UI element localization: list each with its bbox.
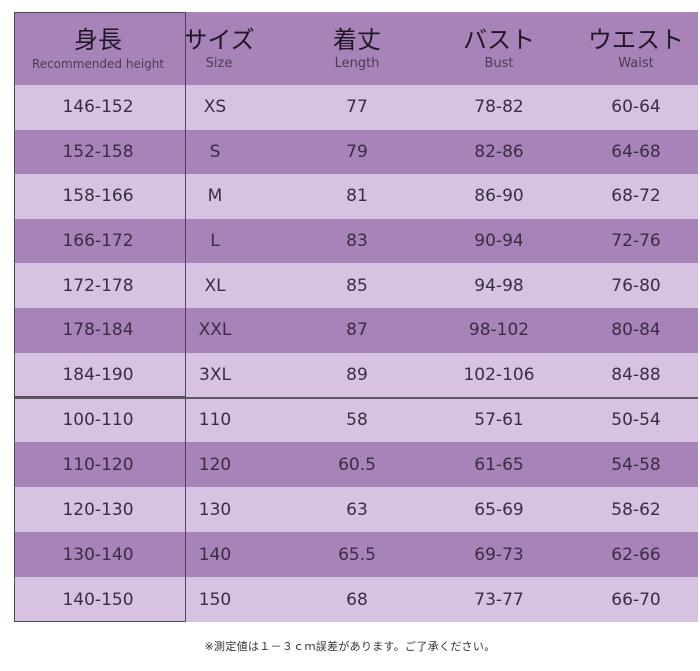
table-row: 178-184 XXL 87 98-102 80-84 <box>14 308 698 353</box>
cell-length: 68 <box>346 589 368 610</box>
cell-length: 65.5 <box>338 544 376 565</box>
header-size-sub: Size <box>205 56 233 71</box>
header-height: 身長 Recommended height <box>14 12 182 85</box>
footnote: ※測定値は１－３ｃｍ誤差があります。ご了承ください。 <box>204 640 496 653</box>
cell-bust: 98-102 <box>468 320 530 341</box>
table-row: 146-152 XS 77 78-82 60-64 <box>14 85 698 130</box>
table-row: 110-120 120 60.5 61-65 54-58 <box>14 442 698 487</box>
header-length-sub: Length <box>334 56 380 71</box>
cell-bust: 69-73 <box>474 544 524 565</box>
cell-size: S <box>209 141 221 162</box>
cell-size: L <box>210 231 220 252</box>
kids-height-frame <box>14 397 186 622</box>
cell-length: 81 <box>346 186 368 207</box>
header-waist-sub: Waist <box>618 56 654 71</box>
cell-length: 77 <box>346 97 368 118</box>
cell-length: 63 <box>346 499 368 520</box>
cell-length: 79 <box>346 141 368 162</box>
cell-bust: 78-82 <box>474 97 524 118</box>
cell-height: 120-130 <box>62 499 134 520</box>
cell-bust: 82-86 <box>474 141 524 162</box>
cell-bust: 65-69 <box>474 499 524 520</box>
cell-length: 58 <box>346 409 368 430</box>
cell-length: 85 <box>346 275 368 296</box>
header-size: サイズ Size <box>174 12 264 85</box>
cell-bust: 57-61 <box>474 409 524 430</box>
cell-height: 100-110 <box>62 409 134 430</box>
cell-waist: 68-72 <box>611 186 661 207</box>
cell-waist: 58-62 <box>611 499 661 520</box>
table-row: 100-110 110 58 57-61 50-54 <box>14 397 698 442</box>
cell-bust: 102-106 <box>463 364 535 385</box>
cell-size: 130 <box>198 499 232 520</box>
cell-bust: 86-90 <box>474 186 524 207</box>
header-length-label: 着丈 <box>333 26 381 54</box>
table-row: 184-190 3XL 89 102-106 84-88 <box>14 352 698 398</box>
cell-size: XS <box>203 97 227 118</box>
cell-size: 120 <box>198 454 232 475</box>
cell-waist: 54-58 <box>611 454 661 475</box>
section-divider <box>14 397 698 399</box>
cell-waist: 50-54 <box>611 409 661 430</box>
cell-height: 172-178 <box>62 275 134 296</box>
cell-height: 130-140 <box>62 544 134 565</box>
cell-length: 60.5 <box>338 454 376 475</box>
cell-size: M <box>207 186 223 207</box>
cell-waist: 62-66 <box>611 544 661 565</box>
cell-height: 158-166 <box>62 186 134 207</box>
table-row: 140-150 150 68 73-77 66-70 <box>14 577 698 622</box>
header-waist-label: ウエスト <box>588 26 684 54</box>
header-size-label: サイズ <box>183 26 255 54</box>
cell-height: 110-120 <box>62 454 134 475</box>
cell-height: 146-152 <box>62 97 134 118</box>
header-bust: バスト Bust <box>434 12 564 85</box>
cell-waist: 80-84 <box>611 320 661 341</box>
adult-height-frame <box>14 12 186 397</box>
cell-height: 166-172 <box>62 231 134 252</box>
cell-height: 184-190 <box>62 364 134 385</box>
cell-size: 140 <box>198 544 232 565</box>
cell-waist: 60-64 <box>611 97 661 118</box>
cell-height: 178-184 <box>62 320 134 341</box>
size-chart: 身長 Recommended height サイズ Size 着丈 Length… <box>14 12 698 622</box>
table-row: 172-178 XL 85 94-98 76-80 <box>14 263 698 308</box>
header-height-sub: Recommended height <box>31 57 165 71</box>
cell-bust: 94-98 <box>474 275 524 296</box>
cell-height: 152-158 <box>62 141 134 162</box>
table-row: 166-172 L 83 90-94 72-76 <box>14 218 698 264</box>
cell-size: XL <box>204 275 226 296</box>
header-waist: ウエスト Waist <box>574 12 698 85</box>
cell-waist: 64-68 <box>611 141 661 162</box>
cell-height: 140-150 <box>62 589 134 610</box>
header-bust-label: バスト <box>463 26 535 54</box>
table-row: 130-140 140 65.5 69-73 62-66 <box>14 532 698 577</box>
cell-size: 3XL <box>199 364 231 385</box>
cell-bust: 61-65 <box>474 454 524 475</box>
cell-size: 110 <box>198 409 232 430</box>
cell-waist: 84-88 <box>611 364 661 385</box>
cell-bust: 73-77 <box>474 589 524 610</box>
cell-waist: 72-76 <box>611 231 661 252</box>
header-height-label: 身長 <box>74 26 122 54</box>
table-row: 120-130 130 63 65-69 58-62 <box>14 487 698 532</box>
cell-waist: 76-80 <box>611 275 661 296</box>
table-row: 152-158 S 79 82-86 64-68 <box>14 129 698 175</box>
table-row: 158-166 M 81 86-90 68-72 <box>14 174 698 219</box>
cell-length: 89 <box>346 364 368 385</box>
cell-bust: 90-94 <box>474 231 524 252</box>
cell-length: 83 <box>346 231 368 252</box>
cell-size: XXL <box>198 320 232 341</box>
header-length: 着丈 Length <box>294 12 420 85</box>
header-row: 身長 Recommended height サイズ Size 着丈 Length… <box>14 12 698 85</box>
cell-size: 150 <box>198 589 232 610</box>
header-bust-sub: Bust <box>484 56 514 71</box>
cell-length: 87 <box>346 320 368 341</box>
cell-waist: 66-70 <box>611 589 661 610</box>
